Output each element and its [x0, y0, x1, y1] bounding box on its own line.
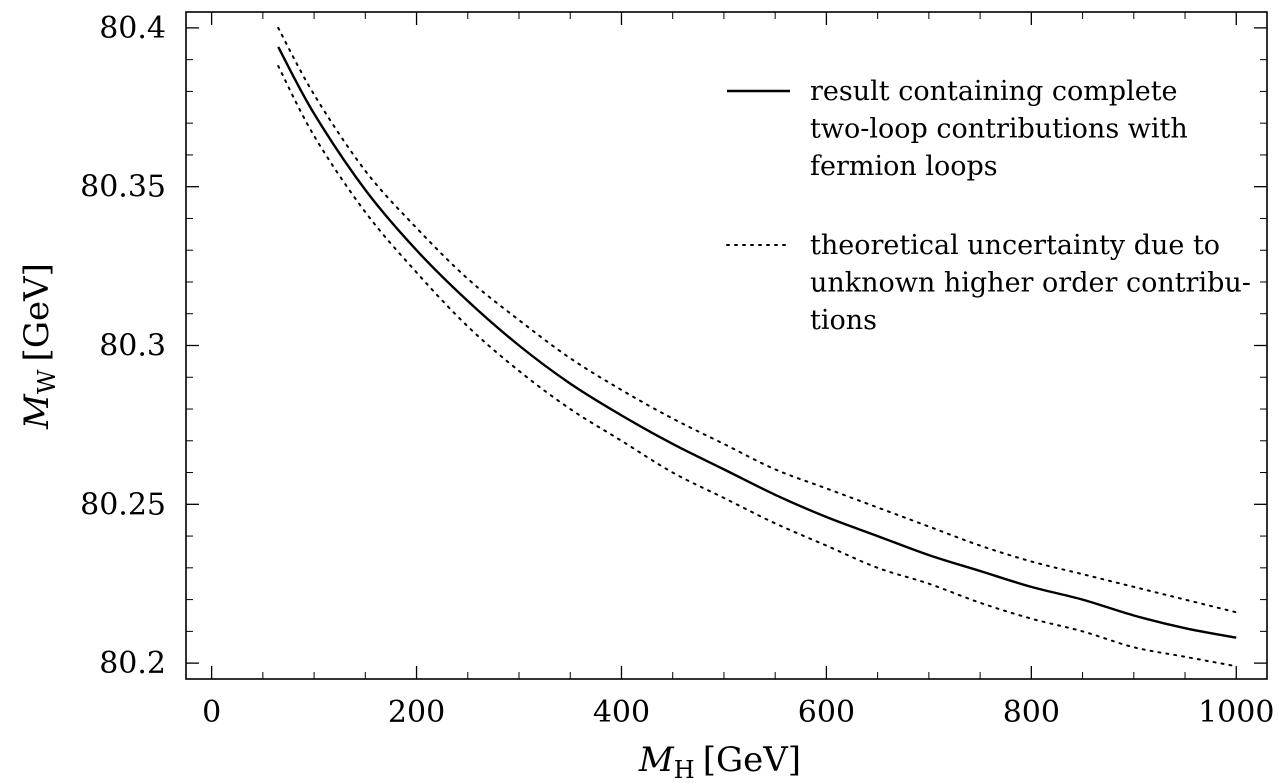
y-tick-label: 80.4: [99, 11, 166, 46]
ticks-layer: 0 200 400 600 800 1000 80.2 80.25 80.3 80.35 80.4: [80, 11, 1274, 730]
y-axis-subscript: W: [33, 369, 61, 394]
lower-uncertainty-line: [277, 64, 1238, 668]
x-tick-label: 1000: [1198, 695, 1274, 730]
legend-label-line: fermion loops: [810, 151, 998, 182]
legend: result containing complete two-loop contr…: [726, 76, 1251, 336]
legend-label-line: two-loop contributions with: [810, 114, 1188, 145]
y-tick-label: 80.25: [80, 487, 166, 522]
x-tick-label: 0: [202, 695, 221, 730]
x-tick-label: 600: [798, 695, 855, 730]
plot-frame: [185, 11, 1268, 680]
series-layer: [277, 26, 1238, 668]
upper-uncertainty-line: [277, 26, 1238, 614]
y-axis-unit: [GeV]: [17, 263, 57, 361]
legend-label-line: tions: [810, 305, 877, 336]
central-result-line: [277, 46, 1237, 639]
x-axis-title: MH [GeV]: [638, 740, 801, 778]
legend-label-line: theoretical uncertainty due to: [810, 230, 1220, 261]
y-axis-title: MW [GeV]: [17, 263, 61, 430]
x-axis-unit: [GeV]: [703, 740, 801, 778]
x-tick-label: 800: [1003, 695, 1060, 730]
y-tick-label: 80.3: [99, 329, 166, 364]
y-axis-symbol: M: [17, 393, 57, 430]
legend-label-line: result containing complete: [810, 76, 1178, 107]
x-axis-symbol: M: [638, 740, 675, 778]
x-tick-label: 200: [388, 695, 445, 730]
legend-label-line: unknown higher order contribu-: [810, 268, 1251, 299]
x-axis-subscript: H: [674, 756, 695, 778]
x-tick-label: 400: [593, 695, 650, 730]
y-tick-label: 80.2: [99, 646, 166, 681]
y-tick-label: 80.35: [80, 170, 166, 205]
